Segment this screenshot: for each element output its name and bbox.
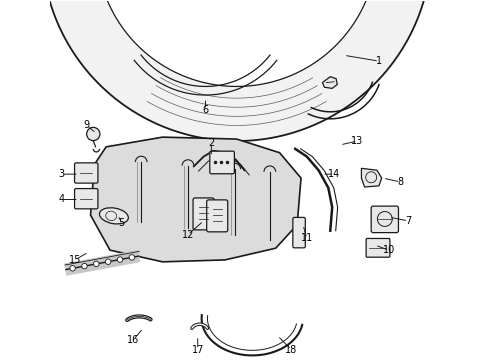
Text: 18: 18 [285, 345, 297, 355]
FancyBboxPatch shape [193, 198, 214, 230]
FancyBboxPatch shape [74, 189, 98, 209]
Text: 8: 8 [397, 177, 403, 187]
Circle shape [93, 261, 99, 267]
Circle shape [117, 257, 122, 262]
FancyBboxPatch shape [292, 217, 305, 248]
Text: 3: 3 [58, 169, 64, 179]
Text: 15: 15 [69, 255, 81, 265]
Polygon shape [90, 137, 301, 262]
Text: 12: 12 [182, 230, 194, 239]
FancyBboxPatch shape [209, 151, 234, 174]
FancyBboxPatch shape [74, 163, 98, 183]
Text: 10: 10 [382, 245, 394, 255]
Text: 17: 17 [191, 345, 203, 355]
FancyBboxPatch shape [206, 200, 227, 232]
Text: 4: 4 [58, 194, 64, 204]
Text: 9: 9 [83, 121, 89, 130]
Text: 6: 6 [202, 105, 208, 115]
FancyBboxPatch shape [370, 206, 398, 233]
Circle shape [129, 255, 134, 260]
Circle shape [86, 127, 100, 141]
Polygon shape [48, 0, 430, 141]
Circle shape [81, 264, 87, 269]
FancyBboxPatch shape [366, 238, 389, 257]
Text: 2: 2 [208, 138, 214, 148]
Circle shape [70, 266, 75, 271]
Text: 14: 14 [327, 169, 340, 179]
Text: 7: 7 [404, 216, 410, 226]
Polygon shape [361, 168, 381, 187]
Ellipse shape [99, 208, 128, 224]
Text: 13: 13 [351, 136, 363, 146]
Text: 1: 1 [375, 56, 381, 66]
Circle shape [105, 259, 111, 265]
Text: 11: 11 [300, 234, 312, 243]
Text: 16: 16 [127, 335, 139, 345]
Polygon shape [322, 77, 337, 89]
Text: 5: 5 [119, 218, 124, 228]
